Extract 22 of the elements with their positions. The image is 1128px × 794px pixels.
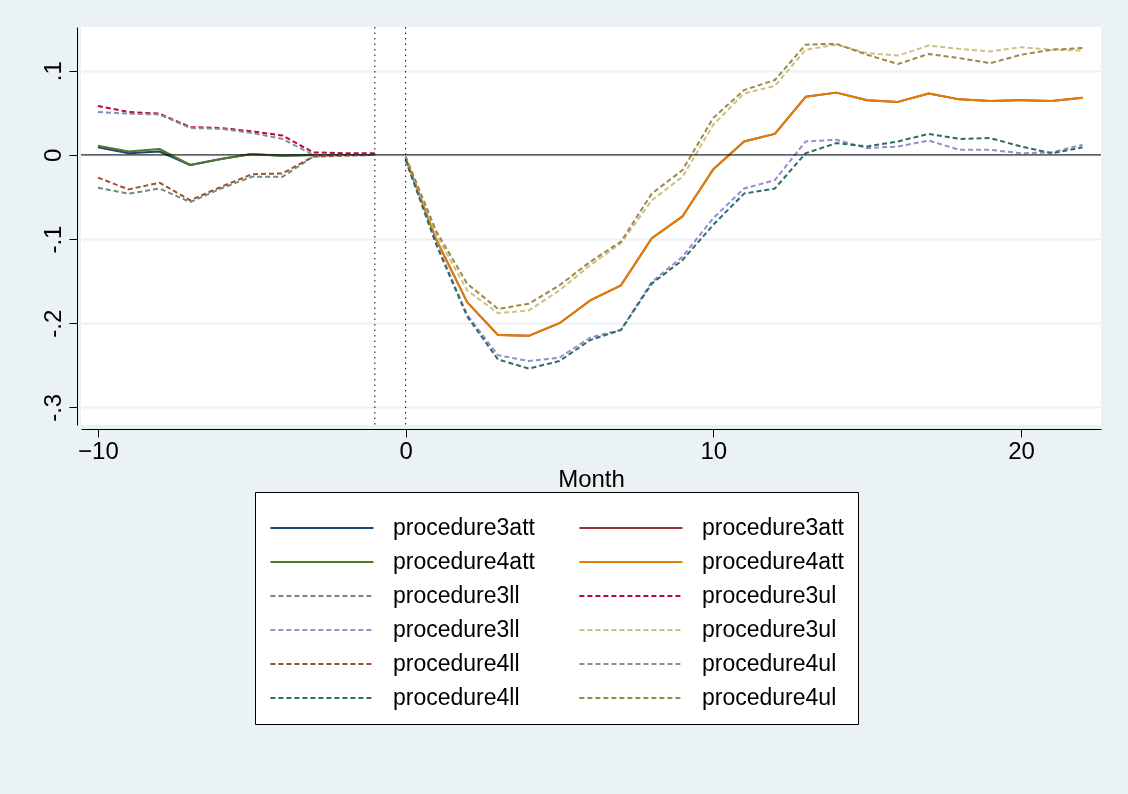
x-tick-label: 0 xyxy=(399,436,413,464)
legend-label: procedure3ul xyxy=(702,616,837,642)
y-tick-label: -.1 xyxy=(38,225,66,254)
legend-label: procedure4att xyxy=(393,548,536,574)
x-axis-title: Month xyxy=(558,464,625,492)
x-tick-label: −10 xyxy=(78,436,119,464)
y-tick-label: -.2 xyxy=(38,309,66,338)
legend-label: procedure3ul xyxy=(702,582,837,608)
legend-label: procedure3att xyxy=(393,514,536,540)
x-tick-label: 20 xyxy=(1008,436,1035,464)
legend-label: procedure4ll xyxy=(393,684,520,710)
legend-label: procedure4att xyxy=(702,548,845,574)
x-tick-label: 10 xyxy=(700,436,728,464)
legend-label: procedure3att xyxy=(702,514,845,540)
legend-label: procedure3ll xyxy=(393,616,520,642)
y-tick-label: 0 xyxy=(38,148,66,163)
y-tick-label: .1 xyxy=(38,61,66,82)
legend-label: procedure4ul xyxy=(702,650,837,676)
legend-label: procedure4ul xyxy=(702,684,837,710)
legend-label: procedure3ll xyxy=(393,582,520,608)
y-tick-label: -.3 xyxy=(38,393,66,422)
legend-label: procedure4ll xyxy=(393,650,520,676)
